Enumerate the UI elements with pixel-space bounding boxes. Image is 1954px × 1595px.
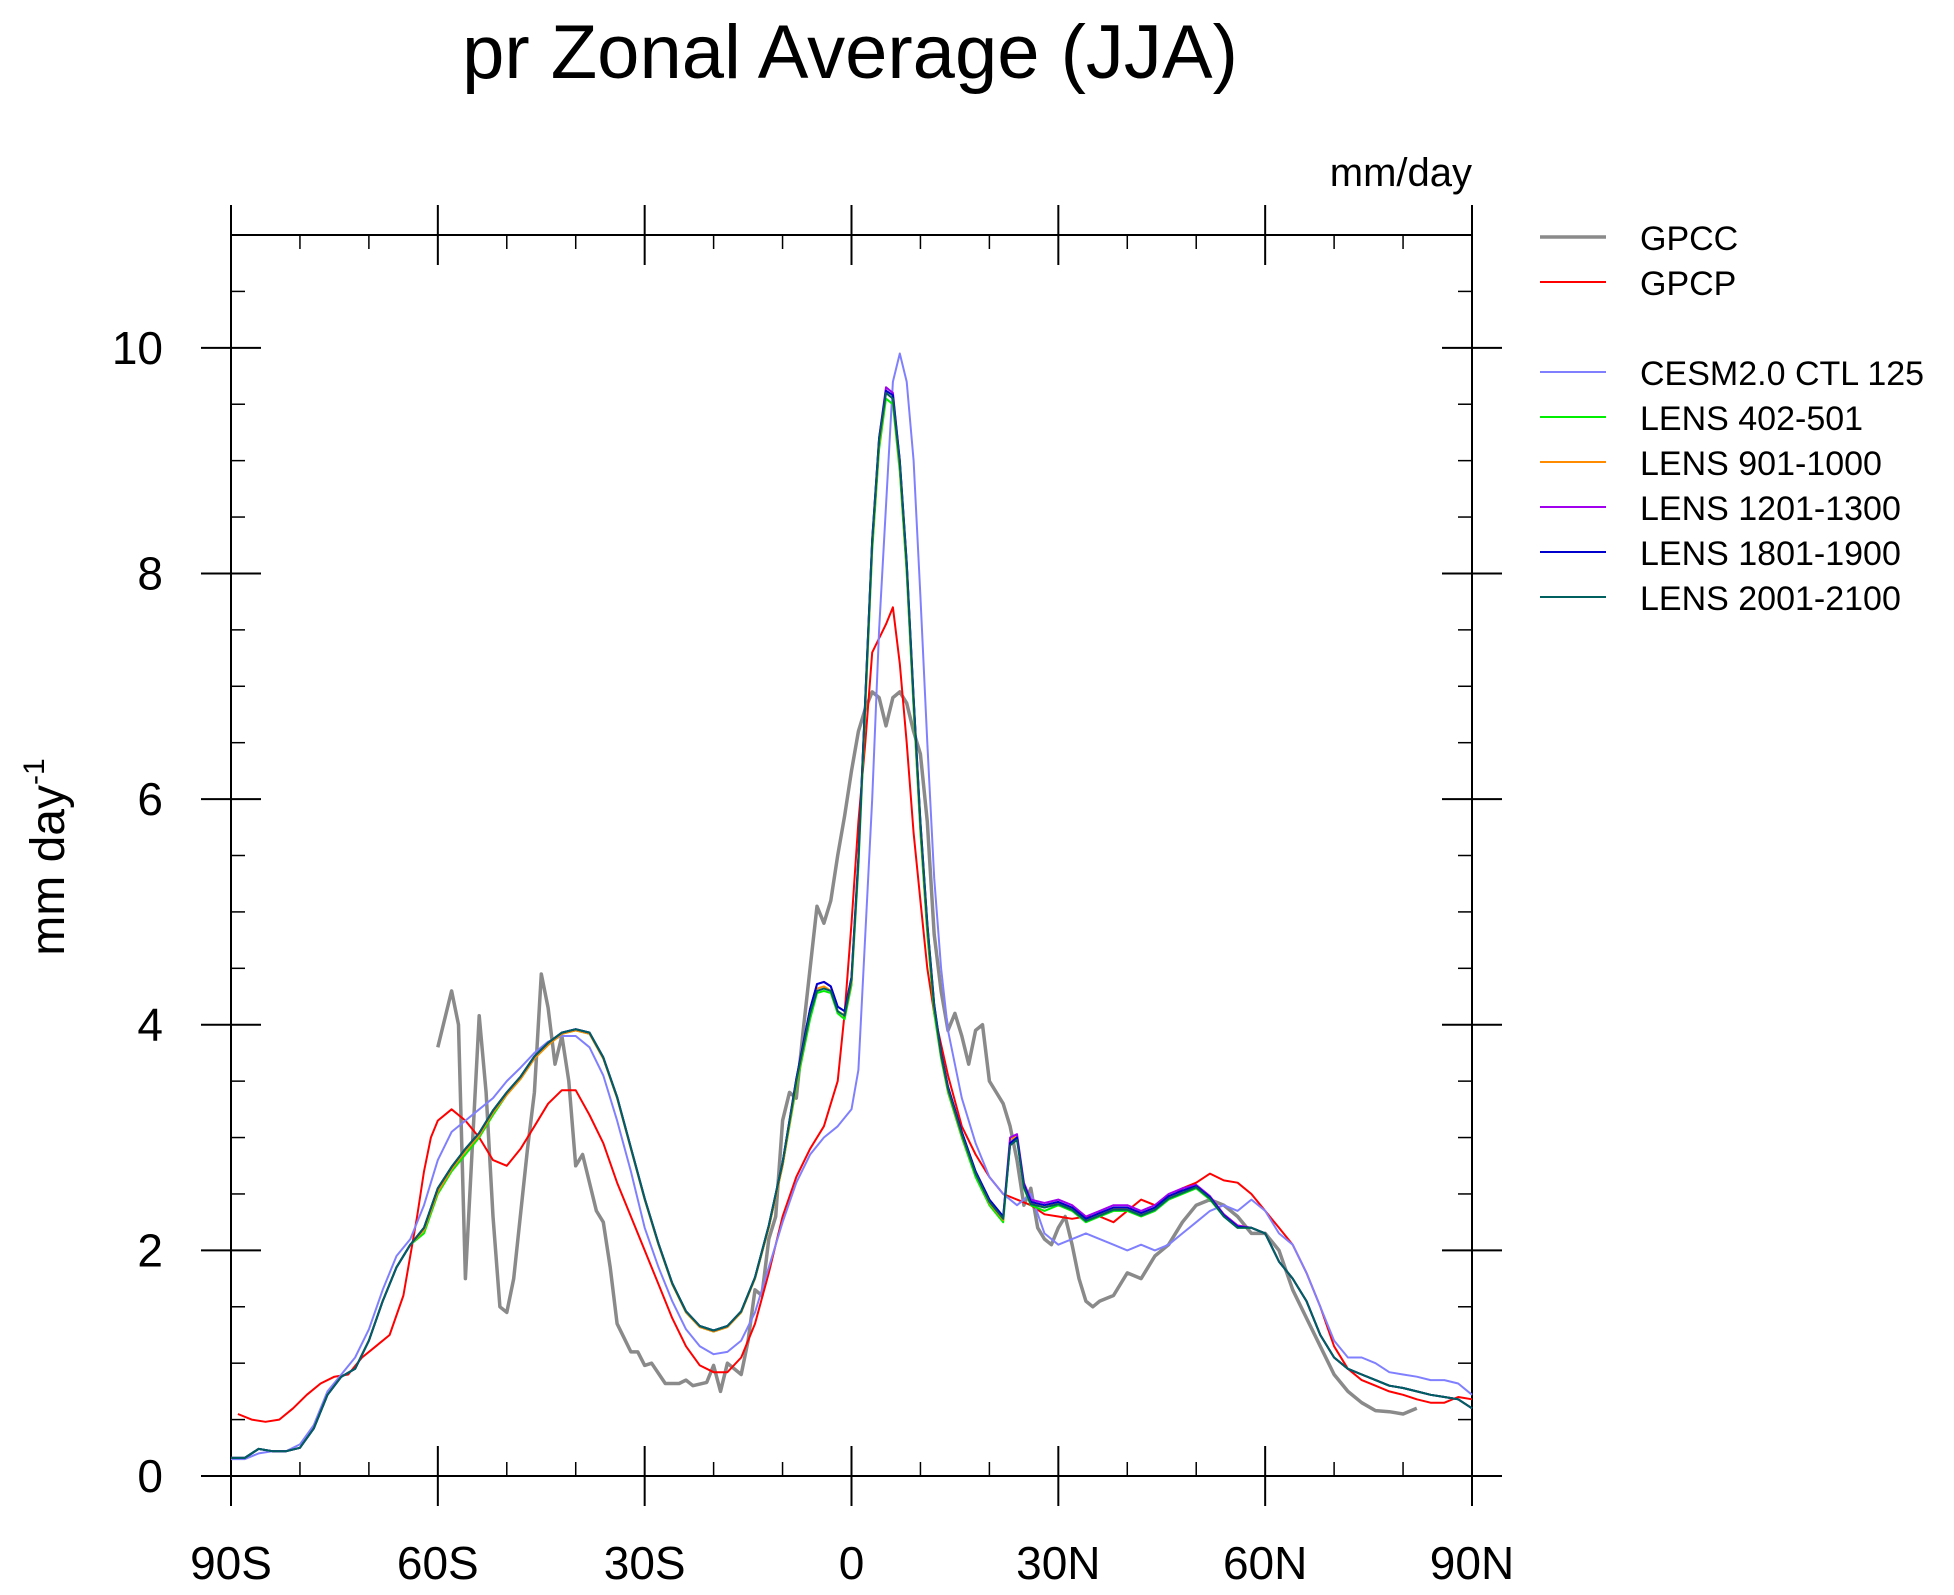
x-tick-label: 30N: [1016, 1537, 1100, 1589]
legend-label: LENS 2001-2100: [1640, 580, 1901, 618]
y-axis-label: mm day-1: [18, 758, 75, 955]
y-axis-label-text: mm day: [22, 785, 75, 956]
chart-title: pr Zonal Average (JJA): [462, 10, 1238, 95]
y-axis-label-superscript: -1: [18, 758, 51, 785]
y-tick-label: 4: [137, 999, 163, 1051]
series-lines: [231, 352, 1473, 1461]
x-tick-label: 30S: [604, 1537, 686, 1589]
y-tick-label: 6: [137, 773, 163, 825]
y-tick-label: 2: [137, 1224, 163, 1276]
x-tick-label: 60S: [397, 1537, 479, 1589]
legend-label: LENS 901-1000: [1640, 445, 1882, 483]
series-line-gpcc: [436, 690, 1418, 1416]
legend-label: GPCP: [1640, 265, 1736, 303]
units-label: mm/day: [1330, 151, 1472, 195]
series-line-cesm2-0-ctl-125: [231, 352, 1473, 1461]
y-tick-label: 8: [137, 547, 163, 599]
x-tick-label: 0: [839, 1537, 865, 1589]
legend-label: CESM2.0 CTL 125: [1640, 355, 1924, 393]
plot-frame: [230, 234, 1473, 1477]
x-tick-label: 90S: [190, 1537, 272, 1589]
x-tick-label: 90N: [1430, 1537, 1514, 1589]
legend-label: LENS 1201-1300: [1640, 490, 1901, 528]
x-tick-label: 60N: [1223, 1537, 1307, 1589]
axes: 90S 60S 30S 0 30N 60N 90N 0 2 4 6 8 10: [112, 205, 1514, 1589]
legend-label: GPCC: [1640, 220, 1738, 258]
series-line-gpcp: [237, 606, 1473, 1423]
legend: GPCC GPCP CESM2.0 CTL 125 LENS 402-501 LENS …: [1540, 220, 1924, 618]
y-tick-label: 10: [112, 322, 163, 374]
y-tick-label: 0: [137, 1450, 163, 1502]
legend-label: LENS 1801-1900: [1640, 535, 1901, 573]
series-line-lens-2001-2100: [231, 391, 1473, 1459]
legend-label: LENS 402-501: [1640, 400, 1863, 438]
